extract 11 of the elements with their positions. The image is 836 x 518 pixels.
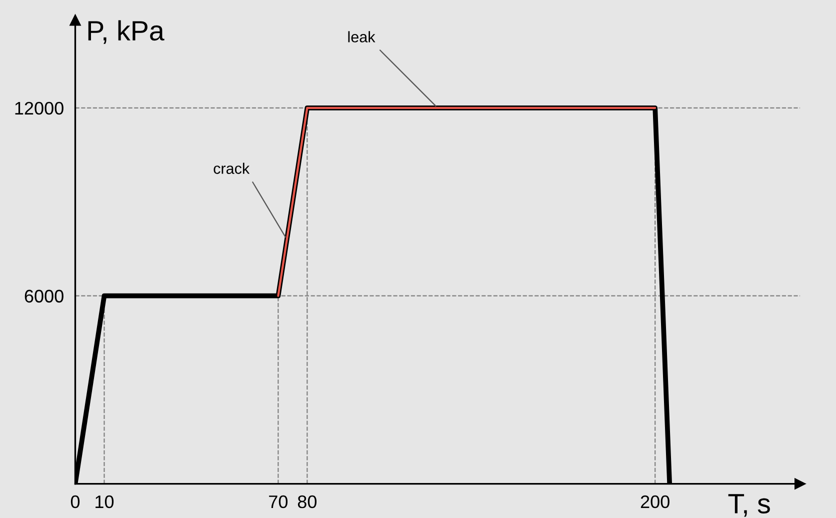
- x-axis-title: T, s: [728, 494, 770, 517]
- y-tick-label: 12000: [15, 102, 64, 115]
- annotation: crack: [214, 162, 250, 174]
- x-tick-label: 0: [70, 495, 80, 508]
- y-axis-title: P, kPa: [88, 20, 164, 44]
- x-tick-label: 10: [96, 495, 114, 508]
- annotation: leak: [348, 31, 376, 42]
- y-tick-label: 6000: [24, 290, 64, 303]
- x-tick-label: 200: [640, 495, 670, 508]
- x-tick-label: 70: [269, 495, 288, 508]
- x-tick-label: 80: [298, 495, 317, 508]
